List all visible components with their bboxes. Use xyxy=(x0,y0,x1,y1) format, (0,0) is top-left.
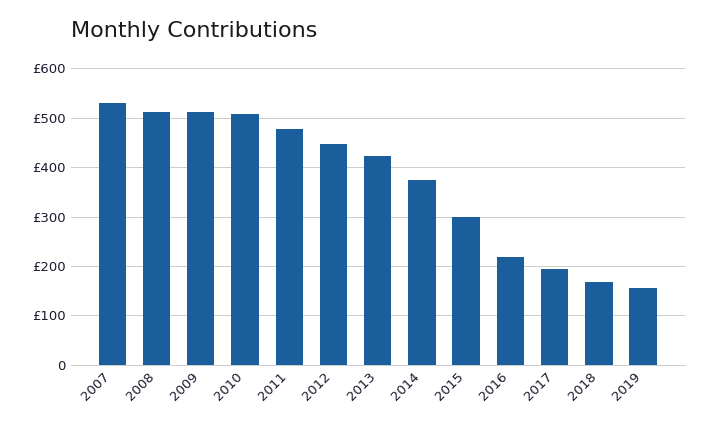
Bar xyxy=(630,288,657,365)
Bar xyxy=(232,114,258,365)
Bar xyxy=(187,112,215,365)
Bar xyxy=(99,103,126,365)
Bar xyxy=(541,270,568,365)
Bar xyxy=(320,144,347,365)
Bar xyxy=(364,156,391,365)
Bar xyxy=(408,181,436,365)
Bar xyxy=(143,112,170,365)
Text: Monthly Contributions: Monthly Contributions xyxy=(71,21,317,41)
Bar xyxy=(275,129,303,365)
Bar xyxy=(585,282,613,365)
Bar xyxy=(497,257,524,365)
Bar xyxy=(453,217,480,365)
